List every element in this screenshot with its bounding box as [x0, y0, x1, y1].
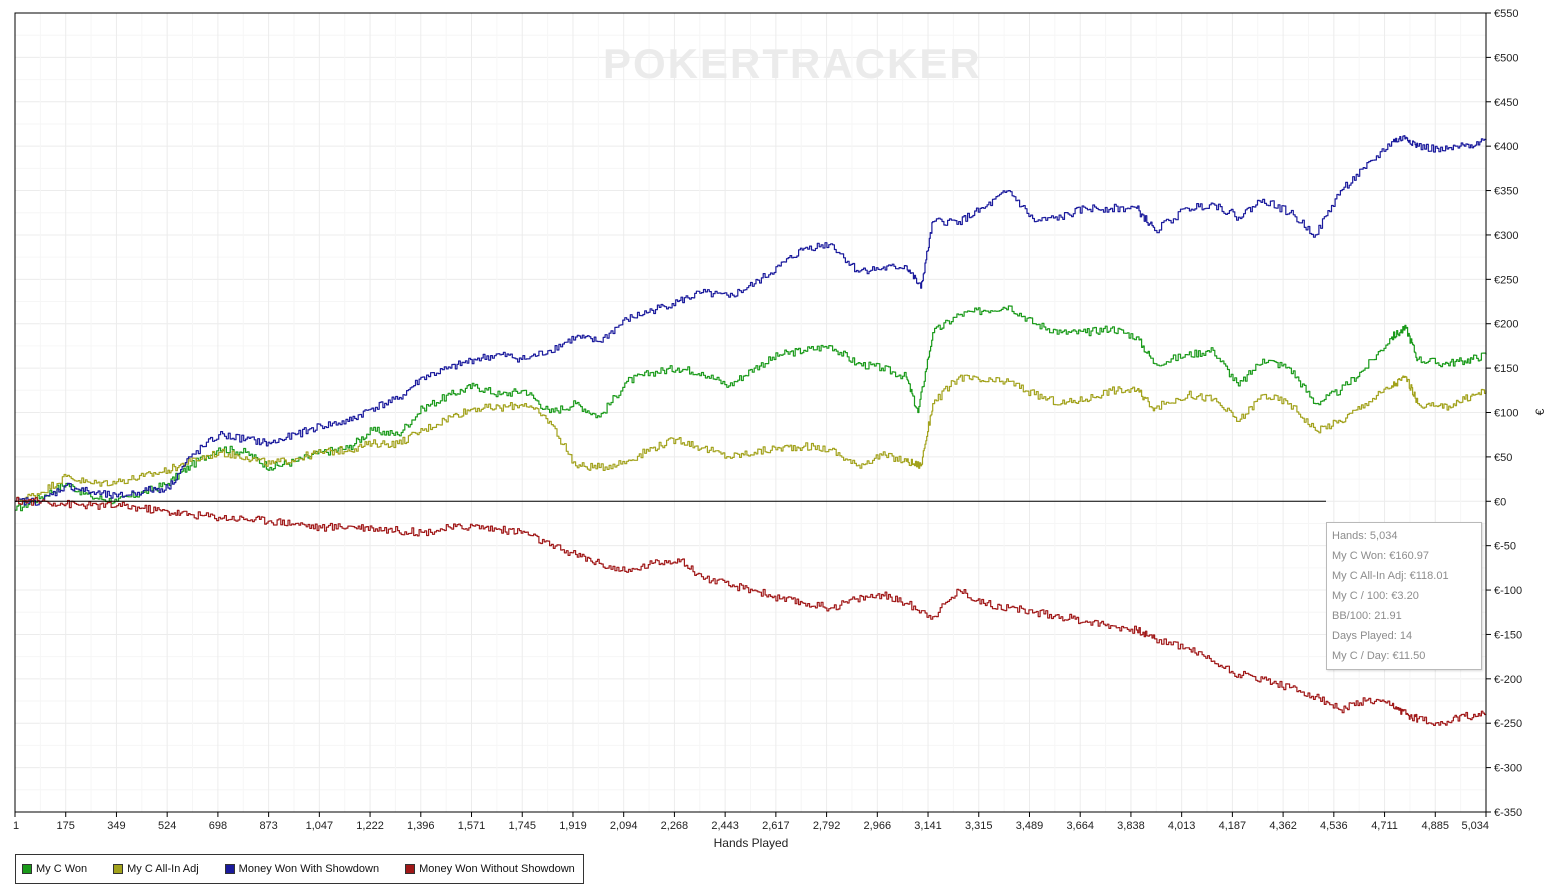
- y-tick-label: €-100: [1494, 585, 1522, 597]
- x-tick-label: 3,838: [1117, 820, 1145, 832]
- x-tick-label: 1,222: [356, 820, 384, 832]
- y-tick-label: €-50: [1494, 541, 1516, 553]
- legend-swatch: [113, 864, 124, 874]
- legend-item-my-c-won[interactable]: My C Won: [22, 863, 87, 875]
- series-layer: [15, 135, 1487, 726]
- legend-label: Money Won Without Showdown: [419, 863, 575, 875]
- legend-swatch: [405, 864, 416, 874]
- x-tick-label: 1,745: [508, 820, 536, 832]
- hover-tooltip: Hands: 5,034 My C Won: €160.97 My C All-…: [1326, 522, 1482, 670]
- y-axis: €550 €500 €450 €400 €350 €300 €250 €200 €150 €100…: [1486, 8, 1522, 819]
- y-tick-label: €-350: [1494, 807, 1522, 819]
- x-tick-label: 1,396: [407, 820, 435, 832]
- tooltip-per-day: My C / Day: €11.50: [1332, 650, 1426, 662]
- x-tick-label: 4,362: [1269, 820, 1297, 832]
- x-tick-label: 4,013: [1168, 820, 1196, 832]
- x-tick-label: 698: [209, 820, 227, 832]
- x-tick-label: 2,443: [711, 820, 739, 832]
- x-tick-label: 873: [259, 820, 277, 832]
- y-tick-label: €450: [1494, 97, 1518, 109]
- tooltip-allin-adj: My C All-In Adj: €118.01: [1332, 570, 1449, 582]
- x-tick-label: 2,792: [813, 820, 841, 832]
- legend-swatch: [224, 864, 235, 874]
- legend-label: My C Won: [36, 863, 88, 875]
- y-tick-label: €150: [1494, 363, 1518, 375]
- x-tick-label: 1: [13, 820, 19, 832]
- legend-item-without-showdown[interactable]: Money Won Without Showdown: [405, 863, 575, 875]
- x-axis: 1 175 349 524 698 873 1,047 1,222 1,396 1,571 1,74…: [13, 812, 1489, 832]
- x-tick-label: 349: [107, 820, 125, 832]
- series-line: [15, 496, 1487, 726]
- tooltip-bb-100: BB/100: 21.91: [1332, 610, 1402, 622]
- legend-item-with-showdown[interactable]: Money Won With Showdown: [224, 863, 380, 875]
- tooltip-per-100: My C / 100: €3.20: [1332, 590, 1419, 602]
- tooltip-hands: Hands: 5,034: [1332, 530, 1398, 542]
- x-tick-label: 3,315: [965, 820, 993, 832]
- y-tick-label: €350: [1494, 186, 1518, 198]
- tooltip-won: My C Won: €160.97: [1332, 550, 1430, 562]
- y-tick-label: €250: [1494, 274, 1518, 286]
- x-tick-label: 4,536: [1320, 820, 1348, 832]
- x-tick-label: 1,919: [559, 820, 587, 832]
- legend: My C Won My C All-In Adj Money Won With …: [15, 854, 584, 884]
- y-tick-label: €500: [1494, 52, 1518, 64]
- legend-swatch: [22, 864, 32, 874]
- x-tick-label: 2,094: [610, 820, 638, 832]
- x-tick-label: 4,711: [1371, 820, 1398, 832]
- y-axis-title: €: [1533, 408, 1547, 415]
- series-line: [15, 374, 1487, 503]
- legend-label: Money Won With Showdown: [238, 863, 380, 875]
- y-tick-label: €200: [1494, 319, 1518, 331]
- y-tick-label: €50: [1494, 452, 1512, 464]
- grid-lines: [14, 12, 1487, 813]
- x-tick-label: 3,489: [1016, 820, 1044, 832]
- y-tick-label: €-300: [1494, 763, 1522, 775]
- x-tick-label: 5,034: [1461, 820, 1489, 832]
- x-tick-label: 1,047: [306, 820, 334, 832]
- series-line: [15, 305, 1487, 512]
- tooltip-days-played: Days Played: 14: [1332, 630, 1413, 642]
- y-tick-label: €300: [1494, 230, 1518, 242]
- x-tick-label: 524: [158, 820, 176, 832]
- y-tick-label: €100: [1494, 408, 1518, 420]
- x-tick-label: 2,268: [661, 820, 689, 832]
- legend-item-my-c-allin-adj[interactable]: My C All-In Adj: [113, 863, 199, 875]
- x-tick-label: 175: [57, 820, 75, 832]
- y-tick-label: €0: [1494, 496, 1506, 508]
- x-tick-label: 2,966: [864, 820, 892, 832]
- x-axis-title: Hands Played: [714, 836, 789, 850]
- watermark: POKERTRACKER: [603, 40, 982, 87]
- y-tick-label: €-250: [1494, 718, 1522, 730]
- x-tick-label: 3,664: [1066, 820, 1094, 832]
- y-tick-label: €-200: [1494, 674, 1522, 686]
- x-tick-label: 1,571: [458, 820, 486, 832]
- series-line: [15, 135, 1487, 506]
- x-tick-label: 4,187: [1219, 820, 1247, 832]
- x-tick-label: 3,141: [914, 820, 942, 832]
- y-tick-label: €550: [1494, 8, 1518, 20]
- legend-label: My C All-In Adj: [127, 863, 199, 875]
- x-tick-label: 4,885: [1422, 820, 1450, 832]
- x-tick-label: 2,617: [762, 820, 790, 832]
- y-tick-label: €400: [1494, 141, 1518, 153]
- y-tick-label: €-150: [1494, 629, 1522, 641]
